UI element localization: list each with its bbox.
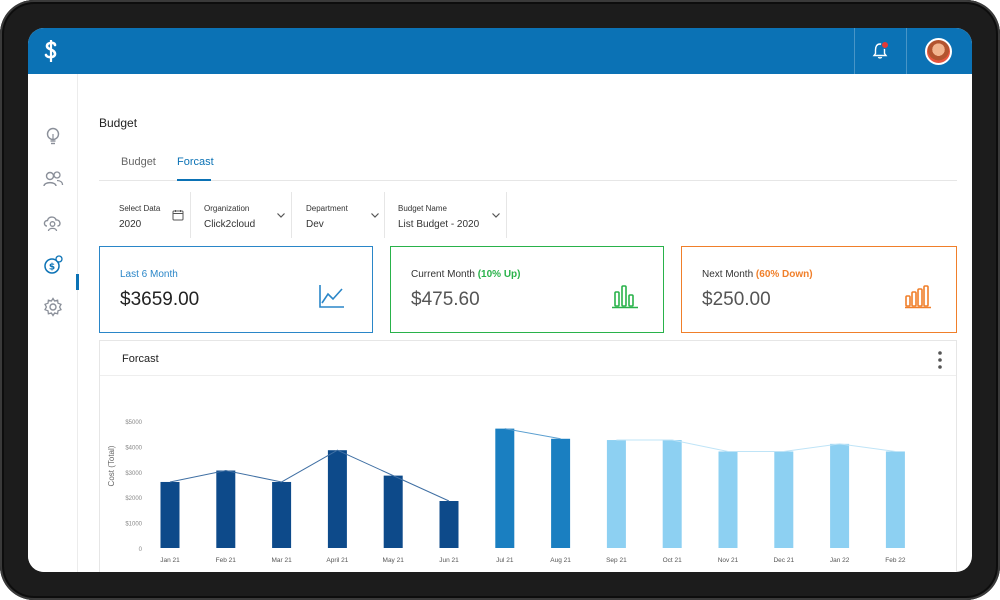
last-6-month-card: Last 6 Month $3659.00 bbox=[99, 246, 373, 333]
y-tick-label: $3000 bbox=[125, 471, 142, 477]
sidebar-active-indicator bbox=[76, 274, 79, 290]
forcast-chart-panel: Forcast Cost (Total) 0 $1000 $2000 $3000 $40… bbox=[99, 340, 957, 572]
sidebar: $ bbox=[28, 74, 79, 572]
department-filter[interactable]: Department Dev bbox=[292, 192, 385, 238]
chart-bar bbox=[718, 451, 738, 548]
organization-filter[interactable]: Organization Click2cloud bbox=[191, 192, 292, 238]
lightbulb-icon[interactable] bbox=[42, 125, 64, 147]
x-tick-label: April 21 bbox=[326, 557, 348, 564]
chart-bar bbox=[606, 440, 626, 548]
card-value: $475.60 bbox=[411, 289, 480, 310]
x-tick-label: Jun 21 bbox=[439, 557, 459, 564]
x-tick-label: Feb 21 bbox=[216, 557, 237, 564]
users-icon[interactable] bbox=[42, 168, 64, 190]
calendar-icon[interactable] bbox=[172, 209, 184, 221]
chart-bar bbox=[383, 475, 403, 548]
card-label: Current Month (10% Up) bbox=[411, 269, 521, 280]
x-tick-label: Oct 21 bbox=[663, 557, 683, 564]
current-month-card: Current Month (10% Up) $475.60 bbox=[390, 246, 664, 333]
budget-dollar-gear-icon[interactable]: $ bbox=[42, 254, 64, 276]
card-badge-down: (60% Down) bbox=[755, 269, 813, 280]
user-avatar[interactable] bbox=[925, 38, 952, 65]
y-axis-label: Cost (Total) bbox=[107, 445, 116, 486]
bar-chart-icon bbox=[905, 285, 931, 309]
x-tick-label: Aug 21 bbox=[550, 557, 571, 564]
y-tick-label: 0 bbox=[139, 547, 143, 553]
x-tick-label: Mar 21 bbox=[271, 557, 292, 564]
card-value: $250.00 bbox=[702, 289, 771, 310]
chart-bar bbox=[885, 451, 905, 548]
chart-bar bbox=[439, 501, 459, 548]
filter-label: Department bbox=[306, 204, 348, 213]
select-data-filter[interactable]: Select Data 2020 bbox=[99, 192, 191, 238]
chart-bar bbox=[272, 481, 292, 548]
chart-bar bbox=[830, 443, 850, 548]
notification-badge bbox=[881, 41, 889, 49]
more-options-icon[interactable] bbox=[936, 350, 944, 370]
x-tick-label: Feb 22 bbox=[885, 557, 906, 564]
settings-gear-icon[interactable] bbox=[42, 296, 64, 318]
bar-chart-icon bbox=[612, 285, 638, 309]
chart-bar bbox=[216, 470, 236, 548]
filter-label: Select Data bbox=[119, 204, 161, 213]
chart-bar bbox=[495, 428, 515, 548]
cloud-user-icon[interactable] bbox=[42, 211, 64, 233]
x-tick-label: Jan 21 bbox=[160, 557, 180, 564]
card-value: $3659.00 bbox=[120, 289, 200, 310]
dollar-logo-icon[interactable] bbox=[38, 38, 64, 64]
x-tick-label: Jul 21 bbox=[496, 557, 514, 564]
top-bar bbox=[28, 28, 972, 74]
chevron-down-icon[interactable] bbox=[369, 209, 381, 221]
x-tick-label: Nov 21 bbox=[718, 557, 739, 564]
trend-line-icon bbox=[319, 285, 344, 308]
card-badge-up: (10% Up) bbox=[477, 269, 521, 280]
filter-bar: Select Data 2020 Organization Click2clou… bbox=[99, 192, 529, 238]
chart-bar bbox=[774, 451, 794, 548]
tab-bar: Budget Forcast bbox=[99, 155, 957, 181]
main-content: Budget Budget Forcast Select Data 2020 bbox=[79, 74, 972, 572]
series-line bbox=[169, 449, 450, 502]
tab-forcast[interactable]: Forcast bbox=[177, 155, 214, 181]
series-line bbox=[504, 428, 561, 440]
y-tick-label: $5000 bbox=[125, 420, 142, 426]
x-tick-label: Sep 21 bbox=[606, 557, 627, 564]
filter-label: Budget Name bbox=[398, 204, 447, 213]
filter-value: Click2cloud bbox=[204, 219, 256, 230]
x-tick-label: Dec 21 bbox=[773, 557, 794, 564]
series-line bbox=[616, 439, 896, 452]
chart-title: Forcast bbox=[122, 353, 159, 365]
topbar-divider bbox=[854, 28, 855, 74]
filter-label: Organization bbox=[204, 204, 250, 213]
topbar-divider bbox=[906, 28, 907, 74]
app-screen: $ Budget Budget Forcast Select Data 2020 bbox=[28, 28, 972, 572]
next-month-card: Next Month (60% Down) $250.00 bbox=[681, 246, 957, 333]
chart-header-divider bbox=[100, 375, 956, 376]
budget-name-filter[interactable]: Budget Name List Budget - 2020 bbox=[385, 192, 507, 238]
chart-bar bbox=[551, 438, 571, 548]
chevron-down-icon[interactable] bbox=[490, 209, 502, 221]
chevron-down-icon[interactable] bbox=[275, 209, 287, 221]
chart-bar bbox=[662, 440, 682, 548]
forcast-bar-chart: Cost (Total) 0 $1000 $2000 $3000 $4000 $5000 J… bbox=[107, 420, 906, 564]
chart-bar bbox=[160, 481, 180, 548]
y-tick-label: $1000 bbox=[125, 522, 142, 528]
y-tick-label: $4000 bbox=[125, 445, 142, 451]
x-tick-label: May 21 bbox=[383, 557, 405, 564]
filter-value: List Budget - 2020 bbox=[398, 219, 480, 230]
card-label: Next Month (60% Down) bbox=[702, 269, 813, 280]
svg-text:$: $ bbox=[49, 263, 55, 273]
tab-budget[interactable]: Budget bbox=[121, 156, 156, 168]
page-title: Budget bbox=[99, 116, 138, 130]
filter-value: 2020 bbox=[119, 219, 142, 230]
filter-value: Dev bbox=[306, 219, 324, 230]
y-tick-label: $2000 bbox=[125, 496, 142, 502]
x-tick-label: Jan 22 bbox=[830, 557, 850, 564]
chart-bar bbox=[327, 450, 347, 548]
card-label: Last 6 Month bbox=[120, 269, 178, 280]
